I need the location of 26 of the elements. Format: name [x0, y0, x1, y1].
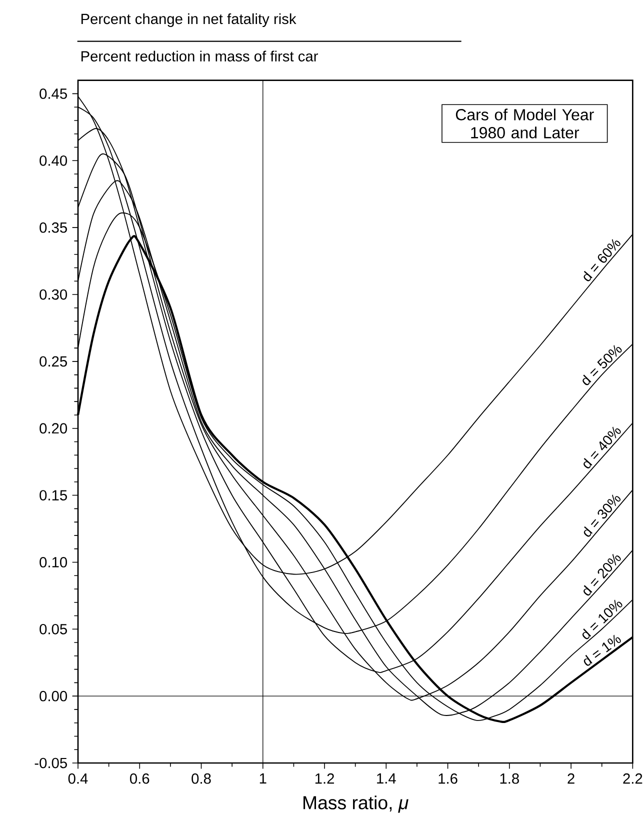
- annotation: Cars of Model Year 1980 and Later: [456, 108, 594, 138]
- y-tick-label: 0.30: [40, 289, 68, 300]
- x-tick-label: 2.2: [623, 773, 642, 784]
- x-axis-title: Mass ratio, μ: [304, 796, 408, 813]
- x-tick-label: 1.8: [500, 773, 519, 784]
- y-tick-label: 0.10: [40, 557, 68, 568]
- y-tick-label: -0.05: [34, 758, 67, 768]
- y-tick-label: 0.20: [40, 423, 68, 434]
- text: d = 50%: [582, 345, 622, 386]
- chart-title: Percent change in net fatality risk: [81, 13, 296, 28]
- y-tick-label: 0.05: [40, 624, 67, 634]
- x-tick-label: 2: [568, 773, 574, 784]
- y-tick-label: 0.40: [40, 155, 68, 166]
- x-tick-label: 1.4: [377, 773, 396, 784]
- x-tick-label: 1.2: [315, 773, 334, 784]
- x-tick-label: 0.8: [192, 773, 211, 784]
- x-tick-label: 1: [260, 773, 266, 784]
- x-tick-label: 1.6: [438, 773, 458, 784]
- chart-subtitle: Percent reduction in mass of first car: [81, 50, 318, 62]
- x-tick-label: 0.4: [68, 773, 88, 784]
- x-tick-label: 0.6: [130, 773, 150, 784]
- y-tick-label: 0.35: [40, 222, 67, 233]
- y-tick-label: 0.15: [40, 490, 67, 500]
- y-tick-label: 0.45: [40, 88, 67, 99]
- y-tick-label: 0.00: [40, 690, 68, 702]
- y-tick-label: 0.25: [40, 356, 67, 367]
